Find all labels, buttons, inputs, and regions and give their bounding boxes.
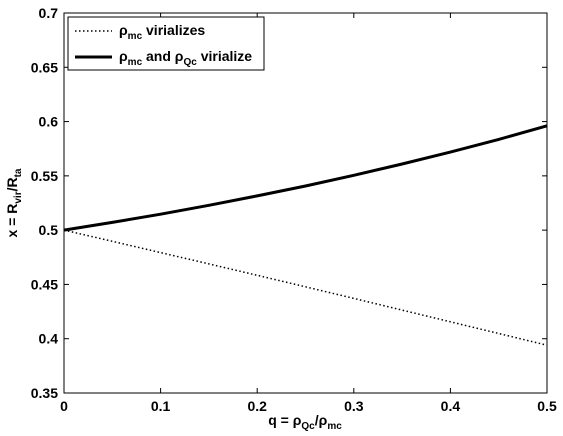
y-tick-label: 0.5 bbox=[39, 222, 59, 238]
legend: ρmc virializes ρmc and ρQc virialize bbox=[67, 16, 265, 71]
ticks: 0 0.1 0.2 0.3 0.4 0.5 0.35 0.4 0.45 0.5 0.55 0.6 0.6… bbox=[31, 5, 557, 414]
y-tick-label: 0.35 bbox=[31, 385, 58, 401]
series-solid-line bbox=[63, 124, 548, 232]
legend-entry-1: ρmc virializes bbox=[119, 22, 205, 42]
legend-box bbox=[67, 16, 265, 71]
x-tick-label: 0.4 bbox=[441, 398, 461, 414]
x-tick-label: 0.5 bbox=[537, 398, 557, 414]
y-tick-label: 0.6 bbox=[39, 114, 59, 130]
y-tick-label: 0.7 bbox=[39, 5, 59, 21]
x-tick-label: 0.1 bbox=[151, 398, 171, 414]
series-dotted-line bbox=[63, 229, 548, 346]
y-tick-label: 0.65 bbox=[31, 59, 58, 75]
x-tick-label: 0.3 bbox=[344, 398, 364, 414]
series-lines bbox=[63, 124, 548, 346]
y-tick-label: 0.4 bbox=[39, 331, 59, 347]
legend-entry-2: ρmc and ρQc virialize bbox=[119, 48, 252, 68]
y-axis-label: x = Rvir/Rta bbox=[4, 168, 24, 237]
y-tick-label: 0.45 bbox=[31, 276, 58, 292]
x-tick-label: 0 bbox=[60, 398, 68, 414]
plot-frame bbox=[63, 12, 548, 394]
x-axis-label: q = ρQc/ρmc bbox=[268, 412, 342, 432]
y-tick-label: 0.55 bbox=[31, 168, 58, 184]
x-tick-label: 0.2 bbox=[247, 398, 267, 414]
